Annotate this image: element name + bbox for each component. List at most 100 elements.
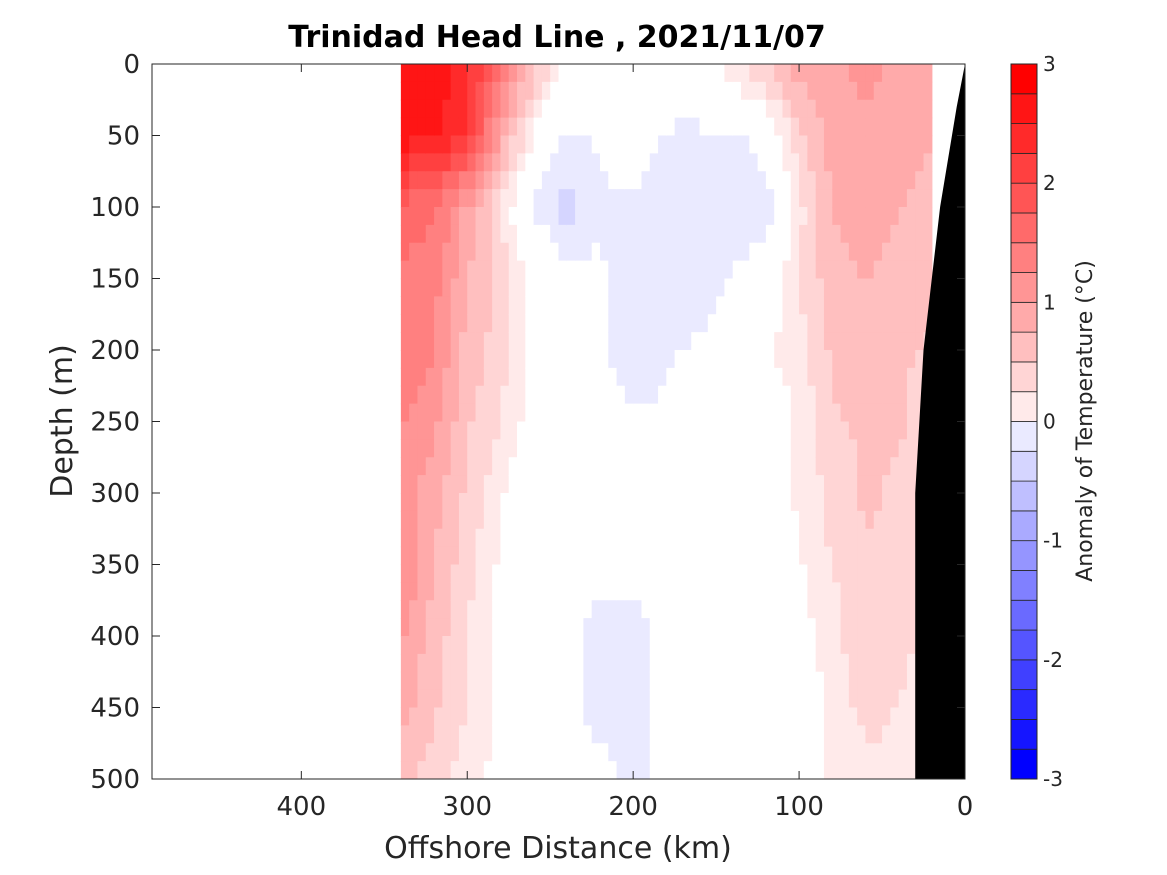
heatmap-cell [865, 296, 875, 315]
heatmap-cell [550, 564, 560, 583]
heatmap-cell [442, 135, 452, 154]
heatmap-cell [782, 618, 792, 637]
heatmap-cell [890, 207, 900, 226]
heatmap-cell [475, 475, 485, 494]
heatmap-cell [790, 457, 800, 476]
heatmap-cell [658, 224, 667, 244]
heatmap-cell [749, 64, 759, 83]
heatmap-cell [915, 207, 925, 226]
heatmap-cell [517, 81, 526, 101]
heatmap-cell [400, 403, 410, 423]
heatmap-cell [500, 493, 510, 512]
heatmap-cell [915, 260, 925, 280]
heatmap-cell [882, 528, 891, 548]
heatmap-cell [400, 367, 410, 387]
heatmap-cell [873, 600, 883, 619]
heatmap-cell [517, 296, 526, 315]
heatmap-cell [550, 135, 560, 154]
heatmap-cell [749, 421, 759, 440]
heatmap-cell [483, 475, 493, 494]
heatmap-cell [823, 350, 833, 369]
heatmap-cell [757, 403, 767, 423]
heatmap-cell [450, 278, 460, 297]
heatmap-cell [492, 618, 502, 637]
colorbar-band [1010, 570, 1038, 601]
heatmap-cell [749, 528, 759, 548]
heatmap-cell [500, 278, 510, 297]
heatmap-cell [807, 242, 817, 262]
heatmap-cell [641, 600, 651, 619]
heatmap-cell [716, 761, 726, 779]
heatmap-cell [807, 421, 817, 440]
heatmap-cell [882, 421, 891, 440]
heatmap-cell [724, 636, 734, 655]
heatmap-cell [467, 314, 477, 333]
heatmap-cell [857, 689, 867, 709]
heatmap-cell [575, 421, 584, 440]
heatmap-cell [641, 636, 651, 655]
heatmap-cell [434, 457, 443, 476]
heatmap-cell [624, 743, 634, 762]
heatmap-cell [591, 600, 601, 619]
heatmap-cell [782, 64, 792, 83]
heatmap-cell [500, 117, 510, 137]
heatmap-cell [417, 99, 427, 119]
heatmap-cell [724, 64, 734, 83]
heatmap-cell [882, 135, 891, 154]
heatmap-cell [757, 689, 767, 709]
heatmap-cell [666, 99, 676, 119]
heatmap-cell [533, 600, 543, 619]
y-axis-label: Depth (m) [45, 344, 80, 498]
heatmap-cell [458, 403, 468, 423]
heatmap-cell [417, 689, 427, 709]
heatmap-cell [807, 671, 817, 691]
heatmap-cell [442, 385, 452, 405]
heatmap-cell [409, 332, 419, 351]
heatmap-cell [848, 350, 858, 369]
heatmap-cell [873, 761, 883, 779]
heatmap-cell [566, 153, 576, 172]
heatmap-cell [815, 117, 825, 137]
heatmap-cell [508, 618, 518, 637]
heatmap-cell [865, 510, 875, 530]
heatmap-cell [508, 171, 518, 190]
heatmap-cell [467, 189, 477, 208]
heatmap-cell [691, 99, 701, 119]
heatmap-cell [890, 385, 900, 405]
heatmap-cell [616, 582, 626, 601]
heatmap-cell [458, 117, 468, 137]
heatmap-cell [898, 493, 908, 512]
heatmap-cell [699, 81, 709, 101]
heatmap-cell [724, 421, 734, 440]
heatmap-cell [533, 564, 543, 583]
heatmap-cell [782, 725, 792, 744]
heatmap-cell [865, 743, 875, 762]
heatmap-cell [450, 403, 460, 423]
heatmap-cell [633, 689, 643, 709]
heatmap-cell [533, 367, 543, 387]
heatmap-cell [741, 81, 750, 101]
heatmap-cell [674, 457, 684, 476]
heatmap-cell [442, 421, 452, 440]
heatmap-cell [400, 99, 410, 119]
heatmap-cell [782, 314, 792, 333]
heatmap-cell [691, 224, 701, 244]
heatmap-cell [517, 64, 526, 83]
heatmap-cell [815, 743, 825, 762]
heatmap-cell [674, 332, 684, 351]
heatmap-cell [517, 242, 526, 262]
heatmap-cell [624, 64, 634, 83]
heatmap-cell [616, 189, 626, 208]
heatmap-cell [633, 385, 643, 405]
heatmap-cell [707, 421, 717, 440]
heatmap-cell [857, 510, 867, 530]
heatmap-cell [517, 546, 526, 566]
heatmap-cell [823, 600, 833, 619]
heatmap-cell [492, 510, 502, 530]
heatmap-cell [707, 350, 717, 369]
heatmap-cell [674, 421, 684, 440]
heatmap-cell [409, 707, 419, 726]
heatmap-cell [599, 296, 609, 315]
heatmap-cell [483, 618, 493, 637]
heatmap-cell [649, 582, 659, 601]
